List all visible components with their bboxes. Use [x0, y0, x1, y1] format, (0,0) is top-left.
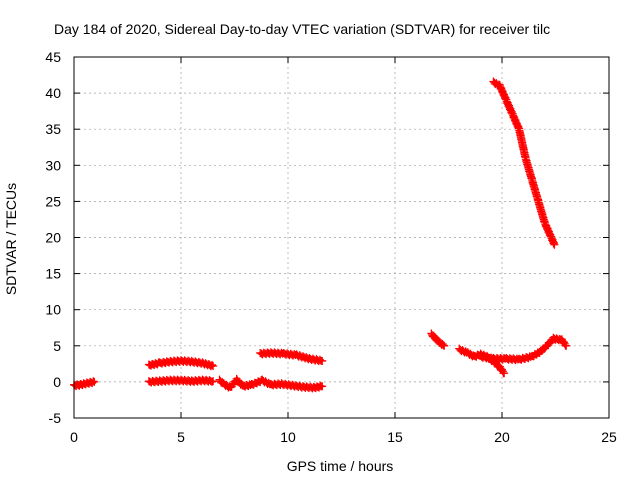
data-series — [489, 77, 559, 249]
data-point — [500, 369, 509, 378]
data-point — [318, 356, 327, 365]
data-series — [427, 329, 449, 350]
data-points — [70, 77, 571, 393]
x-axis-label: GPS time / hours — [287, 458, 394, 474]
y-tick-label: 30 — [45, 157, 61, 173]
x-tick-label: 20 — [494, 429, 510, 445]
data-point — [440, 341, 449, 350]
plot-frame — [73, 56, 610, 419]
y-tick-label: 45 — [45, 49, 61, 65]
y-tick-label: 5 — [53, 338, 61, 354]
data-series — [144, 356, 218, 371]
x-tick-label: 0 — [70, 429, 78, 445]
x-tick-label: 5 — [177, 429, 185, 445]
data-point — [207, 377, 216, 386]
data-point — [318, 382, 327, 391]
x-tick-label: 15 — [387, 429, 403, 445]
axis-ticks: 0 5 10 15 20 25 -5 0 5 10 15 20 25 30 35 40 45 — [45, 49, 617, 445]
y-axis-label: SDTVAR / TECUs — [3, 183, 19, 295]
x-tick-label: 10 — [280, 429, 296, 445]
y-tick-label: 10 — [45, 302, 61, 318]
chart-title: Day 184 of 2020, Sidereal Day-to-day VTE… — [54, 21, 550, 37]
data-point — [562, 341, 571, 350]
y-tick-label: 15 — [45, 266, 61, 282]
y-tick-label: 40 — [45, 85, 61, 101]
data-point — [438, 339, 447, 348]
data-point — [498, 367, 507, 376]
data-point — [90, 377, 99, 386]
data-point — [209, 377, 218, 386]
data-series — [256, 348, 327, 366]
data-series — [476, 333, 571, 365]
data-series — [144, 375, 218, 387]
data-point — [560, 339, 569, 348]
x-tick-label: 25 — [601, 429, 617, 445]
data-point — [208, 360, 217, 369]
y-tick-label: 25 — [45, 193, 61, 209]
data-point — [550, 240, 559, 249]
data-series — [215, 374, 327, 393]
y-tick-label: 35 — [45, 121, 61, 137]
y-tick-label: 0 — [53, 374, 61, 390]
data-point — [209, 362, 218, 371]
y-tick-label: -5 — [49, 410, 62, 426]
y-tick-label: 20 — [45, 230, 61, 246]
